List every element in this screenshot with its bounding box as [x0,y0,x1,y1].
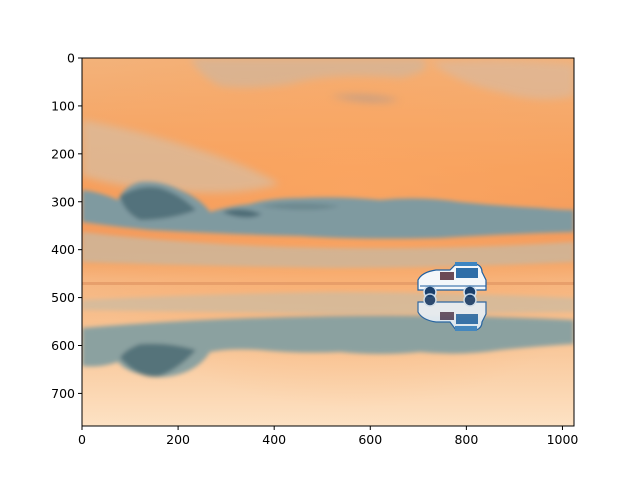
y-tick-label: 600 [51,338,75,353]
x-tick-label: 1000 [547,432,579,447]
x-tick-label: 0 [78,432,86,447]
y-axis: 0 100 200 300 400 500 600 700 [51,51,82,401]
x-tick-label: 800 [454,432,478,447]
x-tick-label: 600 [358,432,382,447]
x-tick-label: 200 [166,432,190,447]
y-tick-label: 500 [51,290,75,305]
jeep-reflection-icon [417,293,487,331]
y-tick-label: 200 [51,146,75,161]
y-tick-label: 400 [51,242,75,257]
x-tick-label: 400 [262,432,286,447]
x-axis: 0 200 400 600 800 1000 [78,426,578,447]
jeep-icon [417,262,487,299]
sky-clouds [82,58,574,193]
y-tick-label: 700 [51,386,75,401]
axes-frame [81,57,575,427]
photo-image [82,58,574,426]
y-tick-label: 300 [51,194,75,209]
y-tick-label: 0 [67,51,75,66]
horizon-clouds [82,181,574,268]
y-tick-label: 100 [51,98,75,113]
